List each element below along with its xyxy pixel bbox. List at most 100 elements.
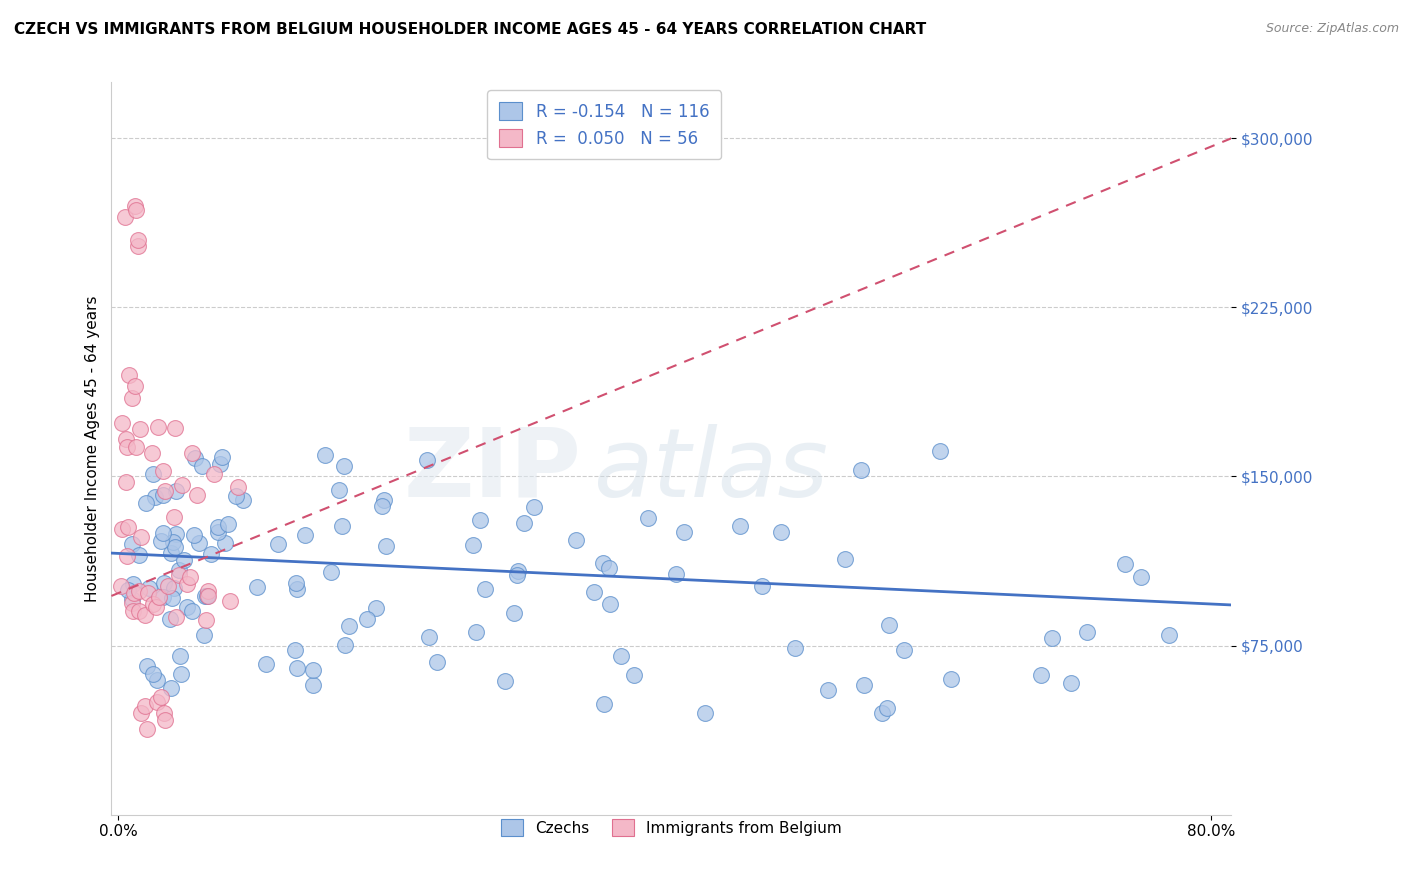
- Point: [181, 446, 204, 460]
- Point: [193, 627, 215, 641]
- Point: [337, 619, 360, 633]
- Point: [284, 642, 307, 657]
- Text: ZIP: ZIP: [404, 424, 582, 516]
- Point: [637, 510, 659, 524]
- Point: [468, 513, 491, 527]
- Point: [928, 444, 950, 458]
- Point: [1060, 676, 1083, 690]
- Point: [672, 524, 695, 539]
- Point: [502, 606, 524, 620]
- Point: [834, 552, 856, 566]
- Point: [464, 625, 486, 640]
- Point: [693, 706, 716, 720]
- Point: [321, 565, 343, 579]
- Point: [302, 678, 325, 692]
- Point: [117, 582, 139, 597]
- Point: [463, 538, 485, 552]
- Point: [124, 379, 146, 393]
- Point: [153, 575, 176, 590]
- Point: [364, 601, 387, 615]
- Point: [145, 599, 167, 614]
- Point: [115, 475, 138, 489]
- Point: [134, 699, 156, 714]
- Point: [170, 666, 193, 681]
- Point: [583, 585, 606, 599]
- Point: [129, 706, 152, 721]
- Point: [115, 549, 138, 563]
- Point: [183, 528, 205, 542]
- Point: [941, 672, 963, 686]
- Point: [162, 535, 184, 549]
- Point: [157, 579, 180, 593]
- Point: [169, 649, 191, 664]
- Point: [356, 612, 378, 626]
- Point: [870, 706, 893, 721]
- Point: [136, 585, 159, 599]
- Point: [1159, 628, 1181, 642]
- Point: [728, 519, 751, 533]
- Point: [165, 527, 187, 541]
- Point: [214, 536, 236, 550]
- Point: [623, 668, 645, 682]
- Point: [127, 239, 149, 253]
- Point: [160, 591, 183, 606]
- Point: [143, 491, 166, 505]
- Point: [148, 420, 170, 434]
- Point: [136, 658, 159, 673]
- Point: [474, 582, 496, 597]
- Point: [287, 661, 309, 675]
- Point: [191, 458, 214, 473]
- Point: [232, 492, 254, 507]
- Point: [110, 579, 132, 593]
- Point: [207, 524, 229, 539]
- Point: [165, 609, 187, 624]
- Point: [219, 594, 242, 608]
- Point: [165, 540, 187, 554]
- Point: [110, 522, 132, 536]
- Point: [159, 612, 181, 626]
- Point: [302, 664, 325, 678]
- Point: [138, 582, 160, 596]
- Point: [163, 581, 186, 595]
- Point: [134, 608, 156, 623]
- Point: [285, 582, 308, 596]
- Point: [849, 463, 872, 477]
- Point: [128, 604, 150, 618]
- Point: [152, 488, 174, 502]
- Point: [209, 457, 232, 471]
- Point: [148, 590, 170, 604]
- Point: [160, 681, 183, 695]
- Point: [183, 450, 205, 465]
- Point: [371, 499, 394, 513]
- Point: [111, 417, 134, 431]
- Point: [314, 448, 336, 462]
- Point: [197, 589, 219, 603]
- Point: [136, 722, 159, 736]
- Point: [114, 432, 136, 446]
- Point: [1029, 668, 1052, 682]
- Point: [121, 391, 143, 405]
- Point: [163, 421, 186, 435]
- Point: [217, 516, 239, 531]
- Point: [207, 520, 229, 534]
- Point: [202, 467, 225, 481]
- Point: [246, 580, 269, 594]
- Point: [153, 713, 176, 727]
- Point: [284, 576, 307, 591]
- Point: [1114, 558, 1136, 572]
- Point: [152, 591, 174, 605]
- Point: [194, 590, 217, 604]
- Point: [121, 591, 143, 606]
- Point: [129, 530, 152, 544]
- Point: [374, 539, 396, 553]
- Point: [817, 682, 839, 697]
- Point: [173, 553, 195, 567]
- Point: [665, 566, 688, 581]
- Y-axis label: Householder Income Ages 45 - 64 years: Householder Income Ages 45 - 64 years: [86, 295, 100, 601]
- Point: [167, 567, 190, 582]
- Point: [523, 500, 546, 514]
- Point: [146, 673, 169, 687]
- Point: [610, 648, 633, 663]
- Point: [176, 577, 198, 591]
- Point: [513, 516, 536, 530]
